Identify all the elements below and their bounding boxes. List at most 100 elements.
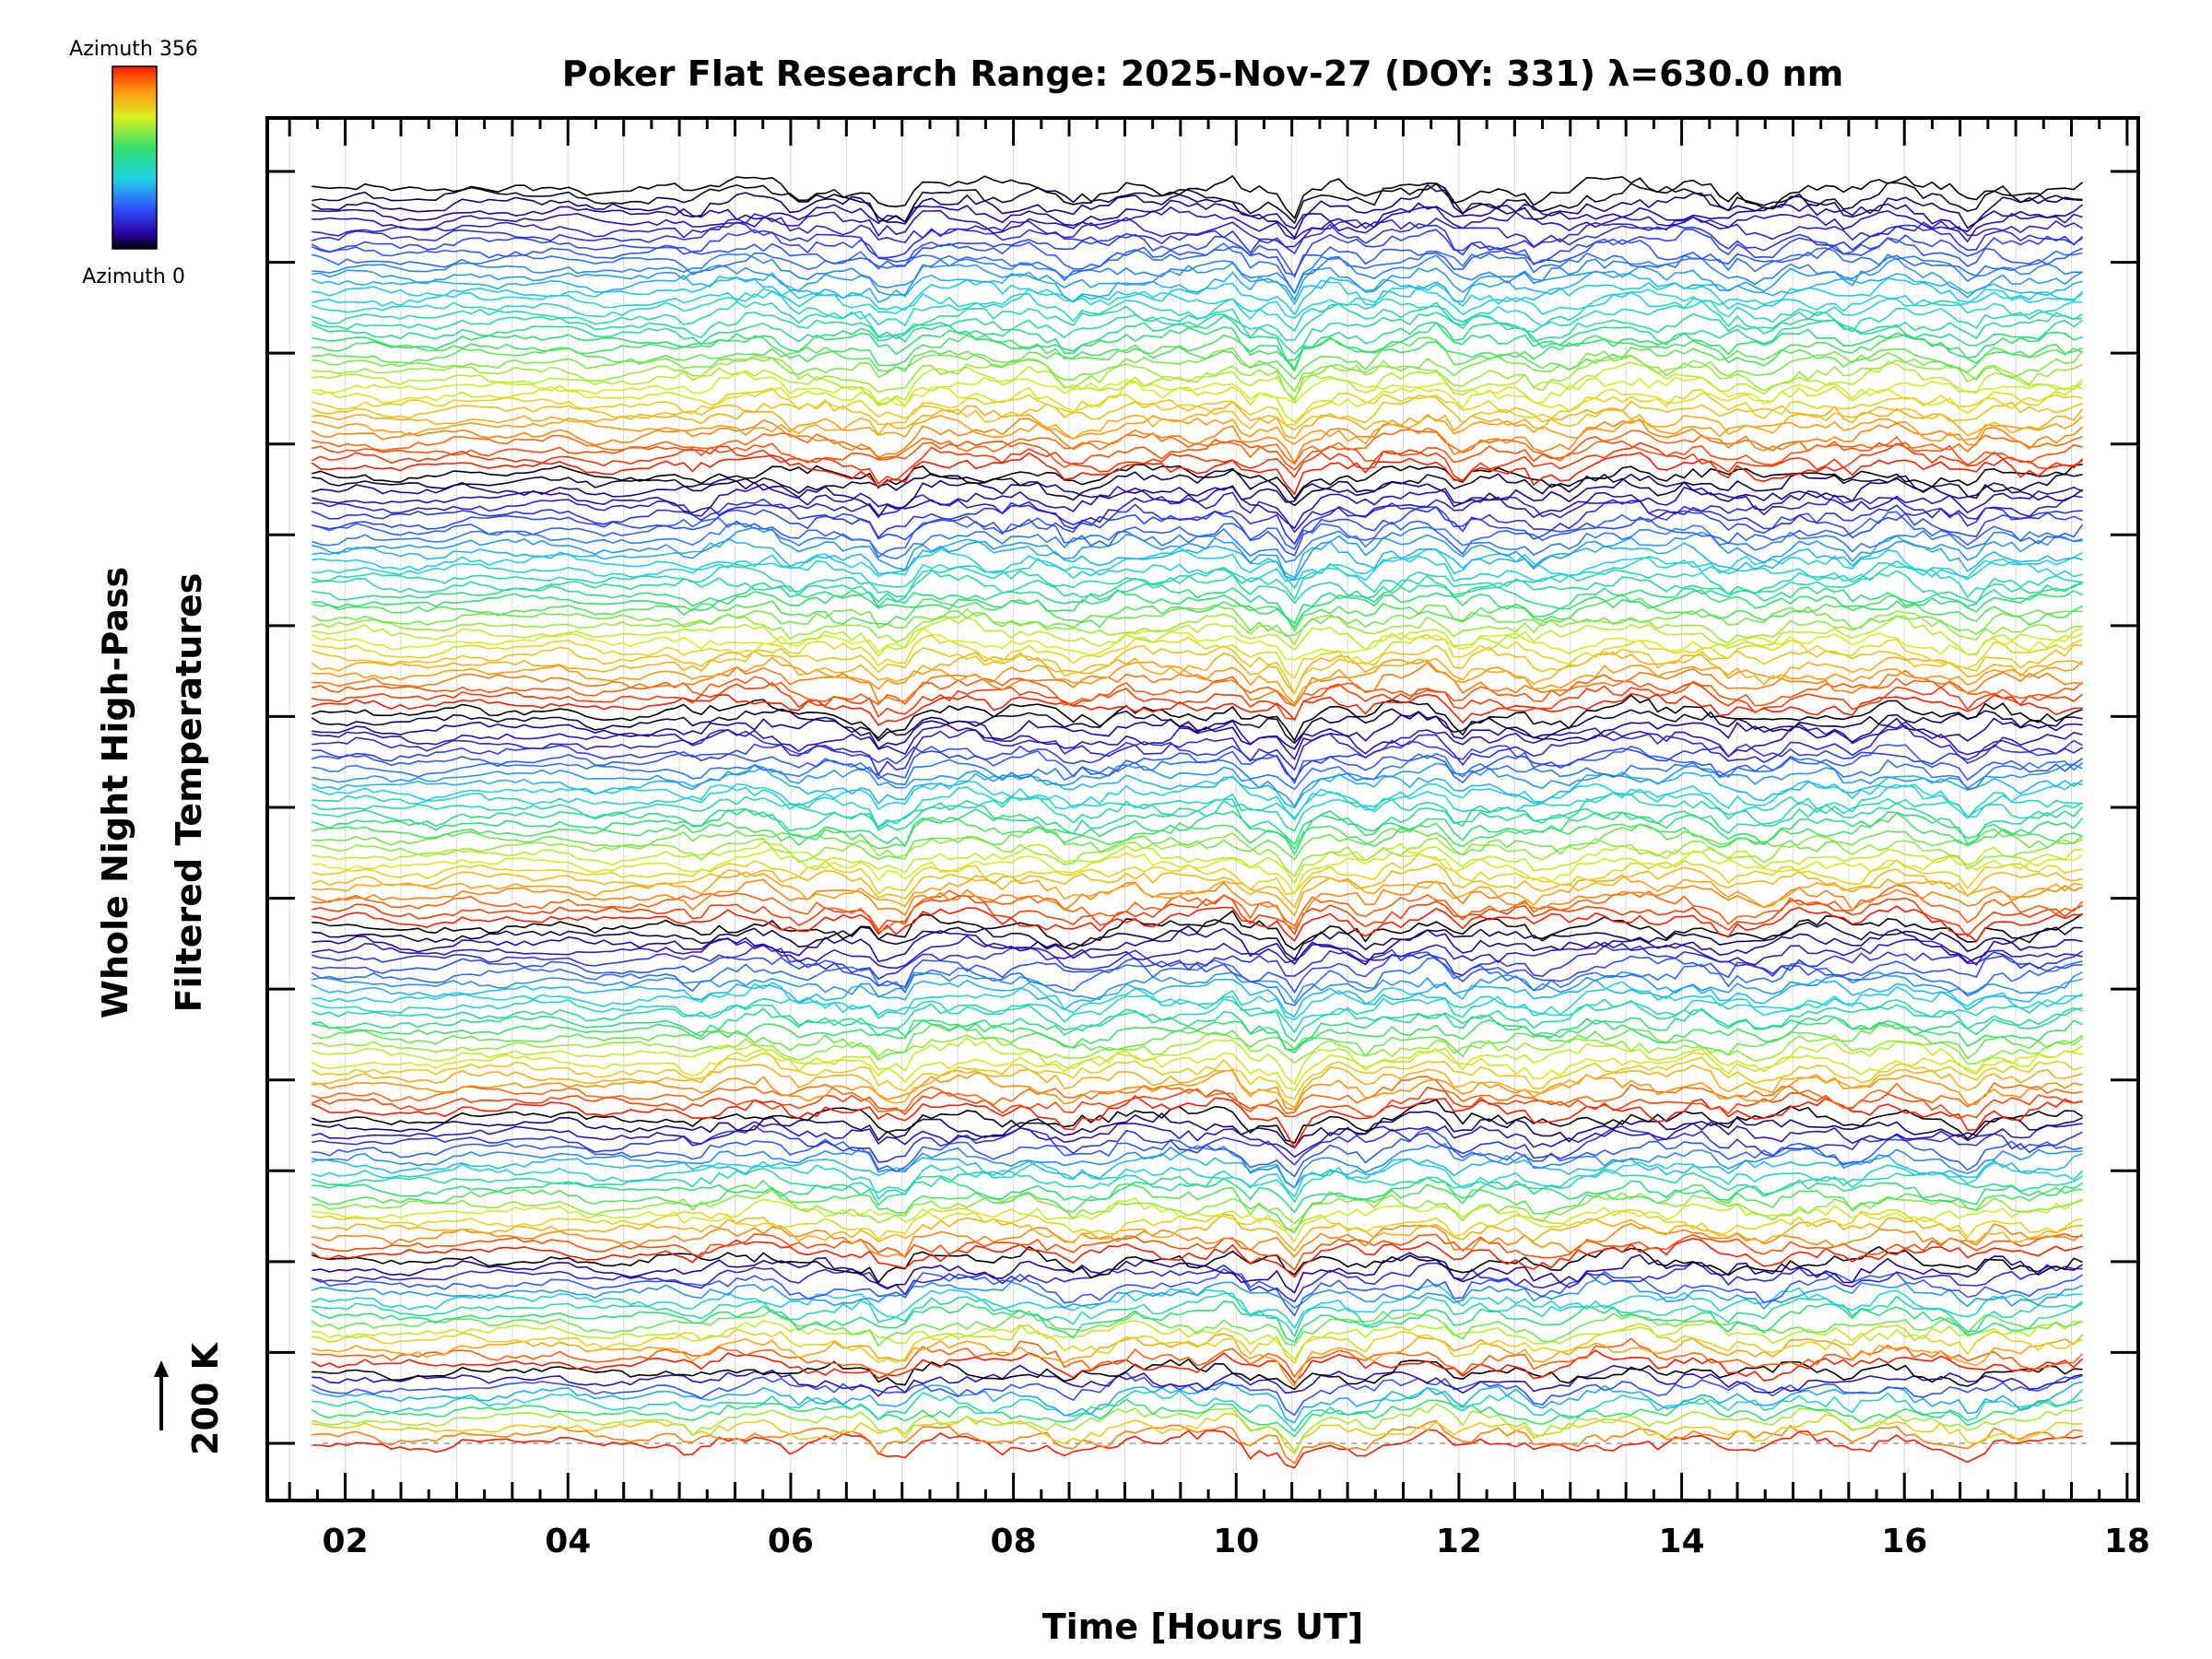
trace-line [312, 692, 2083, 726]
trace-line [312, 1403, 2083, 1455]
trace-line [312, 1419, 2083, 1465]
trace-line [312, 1207, 2083, 1241]
trace-line [312, 1412, 2083, 1453]
trace-line [312, 1016, 2083, 1054]
trace-line [311, 792, 2084, 832]
x-tick-label: 02 [323, 1523, 369, 1560]
trace-line [312, 491, 2083, 534]
trace-line [311, 498, 2083, 546]
trace-line [312, 1124, 2083, 1166]
trace-line [312, 401, 2084, 441]
x-tick-label: 16 [1881, 1523, 1927, 1560]
trace-line [312, 1333, 2084, 1388]
trace-line [312, 847, 2084, 896]
trace-line [311, 229, 2084, 276]
trace-line [312, 1319, 2083, 1361]
trace-line [312, 1364, 2083, 1397]
trace-line [312, 253, 2083, 295]
trace-line [311, 1179, 2083, 1234]
trace-line [312, 506, 2083, 557]
axis-ticks [267, 118, 2138, 1500]
trace-line [312, 607, 2083, 646]
scale-label: 200 K [185, 1341, 226, 1455]
x-tick-labels: 02 04 06 08 10 12 14 16 18 [323, 1523, 2150, 1560]
trace-line [312, 1110, 2083, 1149]
trace-line [312, 1245, 2083, 1284]
trace-line [312, 1283, 2083, 1330]
x-tick-label: 06 [768, 1523, 814, 1560]
trace-line [311, 650, 2083, 696]
trace-line [312, 656, 2084, 705]
trace-line [312, 935, 2083, 970]
y-axis-label-line2: Filtered Temperatures [169, 573, 209, 1013]
trace-line [312, 1429, 2083, 1469]
trace-line [311, 1237, 2083, 1278]
trace-line [312, 473, 2084, 519]
trace-line [312, 919, 2083, 960]
trace-line [312, 182, 2083, 225]
trace-line [312, 1099, 2084, 1144]
plot-frame [265, 116, 2140, 1502]
trace-line [311, 604, 2083, 638]
trace-line [312, 1069, 2083, 1112]
trace-line [311, 766, 2084, 809]
trace-line [312, 286, 2084, 320]
trace-line [312, 387, 2083, 426]
y-axis-label-line1: Whole Night High-Pass [95, 567, 135, 1018]
trace-line [312, 1031, 2084, 1065]
trace-line [312, 577, 2084, 625]
x-tick-label: 10 [1213, 1523, 1259, 1560]
trace-line [312, 808, 2084, 856]
trace-line [312, 371, 2083, 407]
trace-line [312, 242, 2083, 295]
trace-line [312, 1337, 2084, 1379]
trace-line [312, 1036, 2084, 1086]
trace-line [312, 174, 2084, 220]
trace-line [312, 1267, 2084, 1317]
trace-line [311, 1396, 2083, 1438]
trace-line [311, 1300, 2084, 1343]
trace-line [312, 334, 2083, 373]
trace-line [312, 336, 2083, 381]
trace-line [312, 593, 2083, 633]
colorbar-label-bottom: Azimuth 0 [82, 265, 185, 288]
trace-line [312, 1278, 2083, 1311]
trace-line [311, 312, 2084, 355]
trace-line [311, 1381, 2083, 1424]
trace-line [312, 1292, 2084, 1338]
scale-indicator: 200 K [154, 1341, 226, 1455]
trace-line [312, 841, 2083, 885]
trace-line [312, 1213, 2083, 1253]
x-tick-label: 14 [1659, 1523, 1705, 1560]
trace-line [312, 724, 2084, 777]
trace-line [312, 661, 2083, 708]
x-tick-label: 08 [991, 1523, 1037, 1560]
trace-line [311, 1308, 2083, 1347]
trace-line [312, 783, 2083, 830]
trace-line [311, 627, 2083, 661]
trace-line [312, 415, 2084, 445]
trace-line [312, 643, 2083, 696]
trace-line [312, 951, 2083, 994]
trace-line [312, 559, 2083, 601]
trace-line [312, 711, 2083, 750]
trace-line [311, 418, 2084, 465]
trace-line [311, 1048, 2083, 1091]
trace-line [312, 910, 2084, 951]
trace-line [312, 823, 2084, 861]
trace-line [311, 452, 2084, 496]
trace-line [312, 535, 2083, 579]
trace-line [311, 441, 2083, 485]
trace-line [312, 588, 2083, 629]
trace-line [312, 378, 2084, 423]
trace-line [312, 526, 2083, 582]
trace-line [312, 927, 2083, 966]
trace-line [312, 720, 2083, 761]
x-tick-label: 12 [1436, 1523, 1482, 1560]
trace-line [312, 998, 2083, 1043]
trace-line [312, 884, 2084, 934]
scale-arrow-head [154, 1360, 169, 1377]
trace-line [312, 1189, 2083, 1225]
trace-line [312, 863, 2083, 909]
